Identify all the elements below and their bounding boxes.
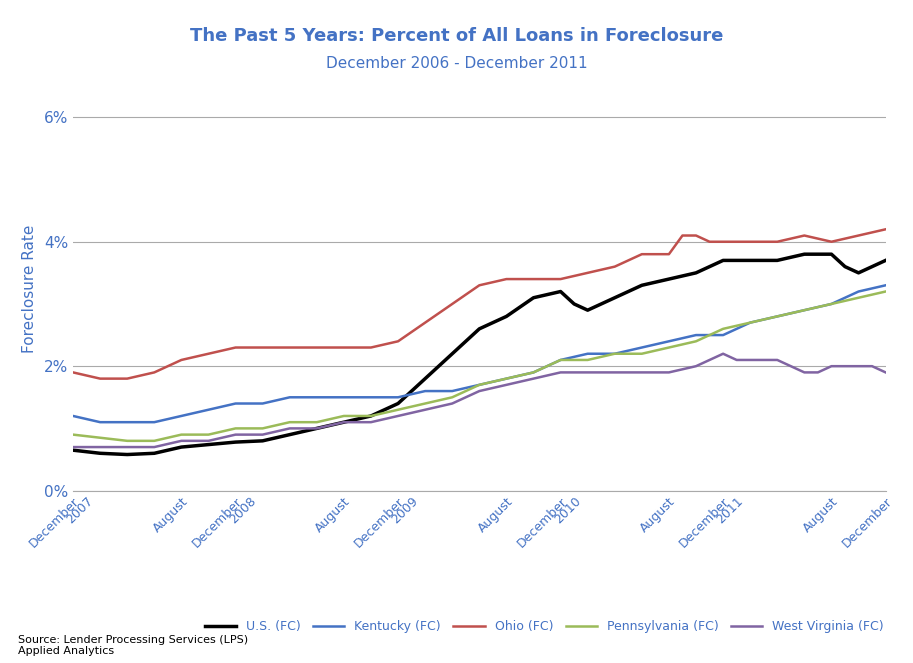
Kentucky (FC)	[785, 310, 796, 318]
Kentucky (FC)	[569, 353, 580, 361]
Ohio (FC)	[365, 343, 376, 351]
Kentucky (FC)	[270, 396, 281, 404]
Ohio (FC)	[68, 369, 79, 377]
Kentucky (FC)	[95, 418, 106, 426]
West Virginia (FC)	[257, 431, 268, 439]
West Virginia (FC)	[785, 362, 796, 370]
Pennsylvania (FC)	[365, 412, 376, 420]
Kentucky (FC)	[515, 371, 526, 379]
U.S. (FC)	[799, 250, 810, 258]
U.S. (FC)	[121, 451, 132, 459]
Text: Source: Lender Processing Services (LPS)
Applied Analytics: Source: Lender Processing Services (LPS)…	[18, 634, 248, 656]
West Virginia (FC)	[555, 369, 566, 377]
U.S. (FC)	[68, 446, 79, 454]
Text: December 2006 - December 2011: December 2006 - December 2011	[326, 56, 587, 72]
Kentucky (FC)	[365, 393, 376, 401]
Ohio (FC)	[95, 375, 106, 383]
Pennsylvania (FC)	[569, 356, 580, 364]
West Virginia (FC)	[501, 381, 512, 389]
Ohio (FC)	[569, 272, 580, 280]
Pennsylvania (FC)	[270, 421, 281, 429]
Ohio (FC)	[515, 275, 526, 283]
Pennsylvania (FC)	[515, 371, 526, 379]
U.S. (FC)	[365, 412, 376, 420]
U.S. (FC)	[270, 434, 281, 442]
Y-axis label: Foreclosure Rate: Foreclosure Rate	[22, 224, 37, 353]
West Virginia (FC)	[352, 418, 363, 426]
Kentucky (FC)	[68, 412, 79, 420]
U.S. (FC)	[880, 257, 891, 265]
Line: Pennsylvania (FC): Pennsylvania (FC)	[73, 292, 886, 441]
Line: U.S. (FC): U.S. (FC)	[73, 254, 886, 455]
Pennsylvania (FC)	[880, 288, 891, 296]
U.S. (FC)	[569, 300, 580, 308]
Pennsylvania (FC)	[244, 424, 255, 432]
Ohio (FC)	[270, 343, 281, 351]
Kentucky (FC)	[244, 400, 255, 408]
Line: West Virginia (FC): West Virginia (FC)	[73, 354, 886, 447]
Ohio (FC)	[785, 235, 796, 243]
West Virginia (FC)	[880, 369, 891, 377]
Ohio (FC)	[880, 225, 891, 233]
Pennsylvania (FC)	[785, 310, 796, 318]
West Virginia (FC)	[718, 350, 729, 358]
Line: Ohio (FC): Ohio (FC)	[73, 229, 886, 379]
U.S. (FC)	[244, 438, 255, 446]
U.S. (FC)	[515, 303, 526, 311]
U.S. (FC)	[785, 253, 796, 261]
West Virginia (FC)	[68, 443, 79, 451]
Pennsylvania (FC)	[121, 437, 132, 445]
Line: Kentucky (FC): Kentucky (FC)	[73, 285, 886, 422]
Ohio (FC)	[244, 343, 255, 351]
Legend: U.S. (FC), Kentucky (FC), Ohio (FC), Pennsylvania (FC), West Virginia (FC): U.S. (FC), Kentucky (FC), Ohio (FC), Pen…	[200, 615, 889, 638]
West Virginia (FC)	[230, 431, 241, 439]
Pennsylvania (FC)	[68, 431, 79, 439]
Text: The Past 5 Years: Percent of All Loans in Foreclosure: The Past 5 Years: Percent of All Loans i…	[190, 27, 723, 44]
Kentucky (FC)	[880, 281, 891, 289]
